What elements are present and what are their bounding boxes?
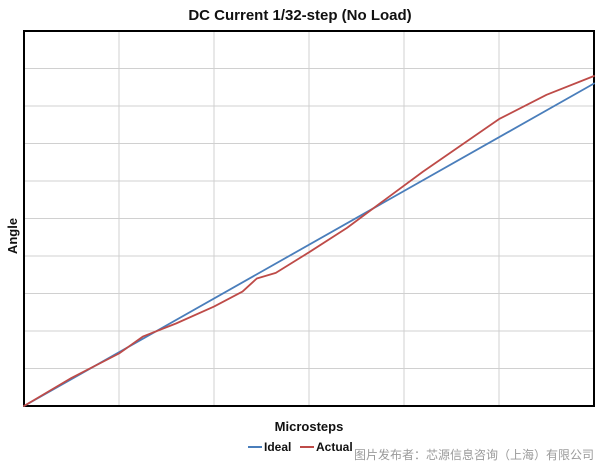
legend-label-ideal: Ideal: [264, 440, 291, 454]
grid: [24, 31, 594, 406]
chart-title: DC Current 1/32-step (No Load): [188, 7, 411, 24]
series-line-actual: [23, 75, 595, 407]
watermark-text: 图片发布者：芯源信息咨询（上海）有限公司: [354, 447, 594, 462]
y-axis-label: Angle: [5, 218, 20, 254]
legend-label-actual: Actual: [316, 440, 353, 454]
legend: Ideal Actual: [248, 440, 353, 454]
series-line-ideal: [23, 82, 595, 407]
x-axis-label: Microsteps: [275, 419, 344, 434]
plot-area-border: [23, 30, 595, 407]
series-layer: [23, 75, 595, 407]
